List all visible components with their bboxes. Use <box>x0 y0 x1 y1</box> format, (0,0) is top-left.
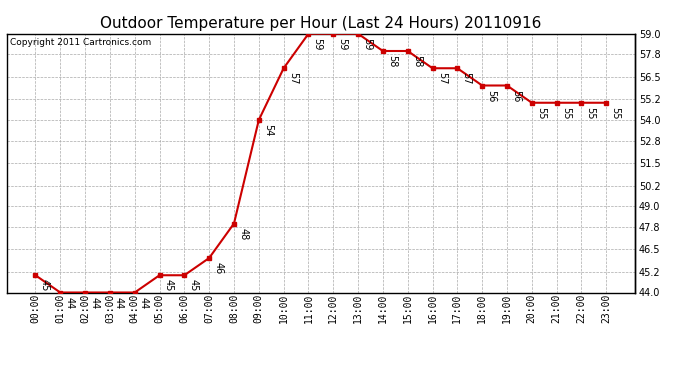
Text: 59: 59 <box>362 38 372 50</box>
Text: 57: 57 <box>462 72 471 85</box>
Text: 56: 56 <box>486 90 496 102</box>
Text: 58: 58 <box>387 55 397 68</box>
Text: 55: 55 <box>586 107 595 119</box>
Text: 46: 46 <box>213 262 224 274</box>
Text: 54: 54 <box>263 124 273 136</box>
Text: 58: 58 <box>412 55 422 68</box>
Text: 44: 44 <box>64 297 75 309</box>
Text: 59: 59 <box>313 38 323 50</box>
Title: Outdoor Temperature per Hour (Last 24 Hours) 20110916: Outdoor Temperature per Hour (Last 24 Ho… <box>100 16 542 31</box>
Text: 44: 44 <box>89 297 99 309</box>
Text: 45: 45 <box>164 279 174 292</box>
Text: 55: 55 <box>561 107 571 119</box>
Text: 45: 45 <box>188 279 199 292</box>
Text: 55: 55 <box>536 107 546 119</box>
Text: 57: 57 <box>288 72 298 85</box>
Text: 44: 44 <box>139 297 149 309</box>
Text: 55: 55 <box>611 107 620 119</box>
Text: 45: 45 <box>39 279 50 292</box>
Text: 44: 44 <box>114 297 124 309</box>
Text: 59: 59 <box>337 38 348 50</box>
Text: 57: 57 <box>437 72 446 85</box>
Text: 48: 48 <box>238 228 248 240</box>
Text: Copyright 2011 Cartronics.com: Copyright 2011 Cartronics.com <box>10 38 151 46</box>
Text: 56: 56 <box>511 90 521 102</box>
